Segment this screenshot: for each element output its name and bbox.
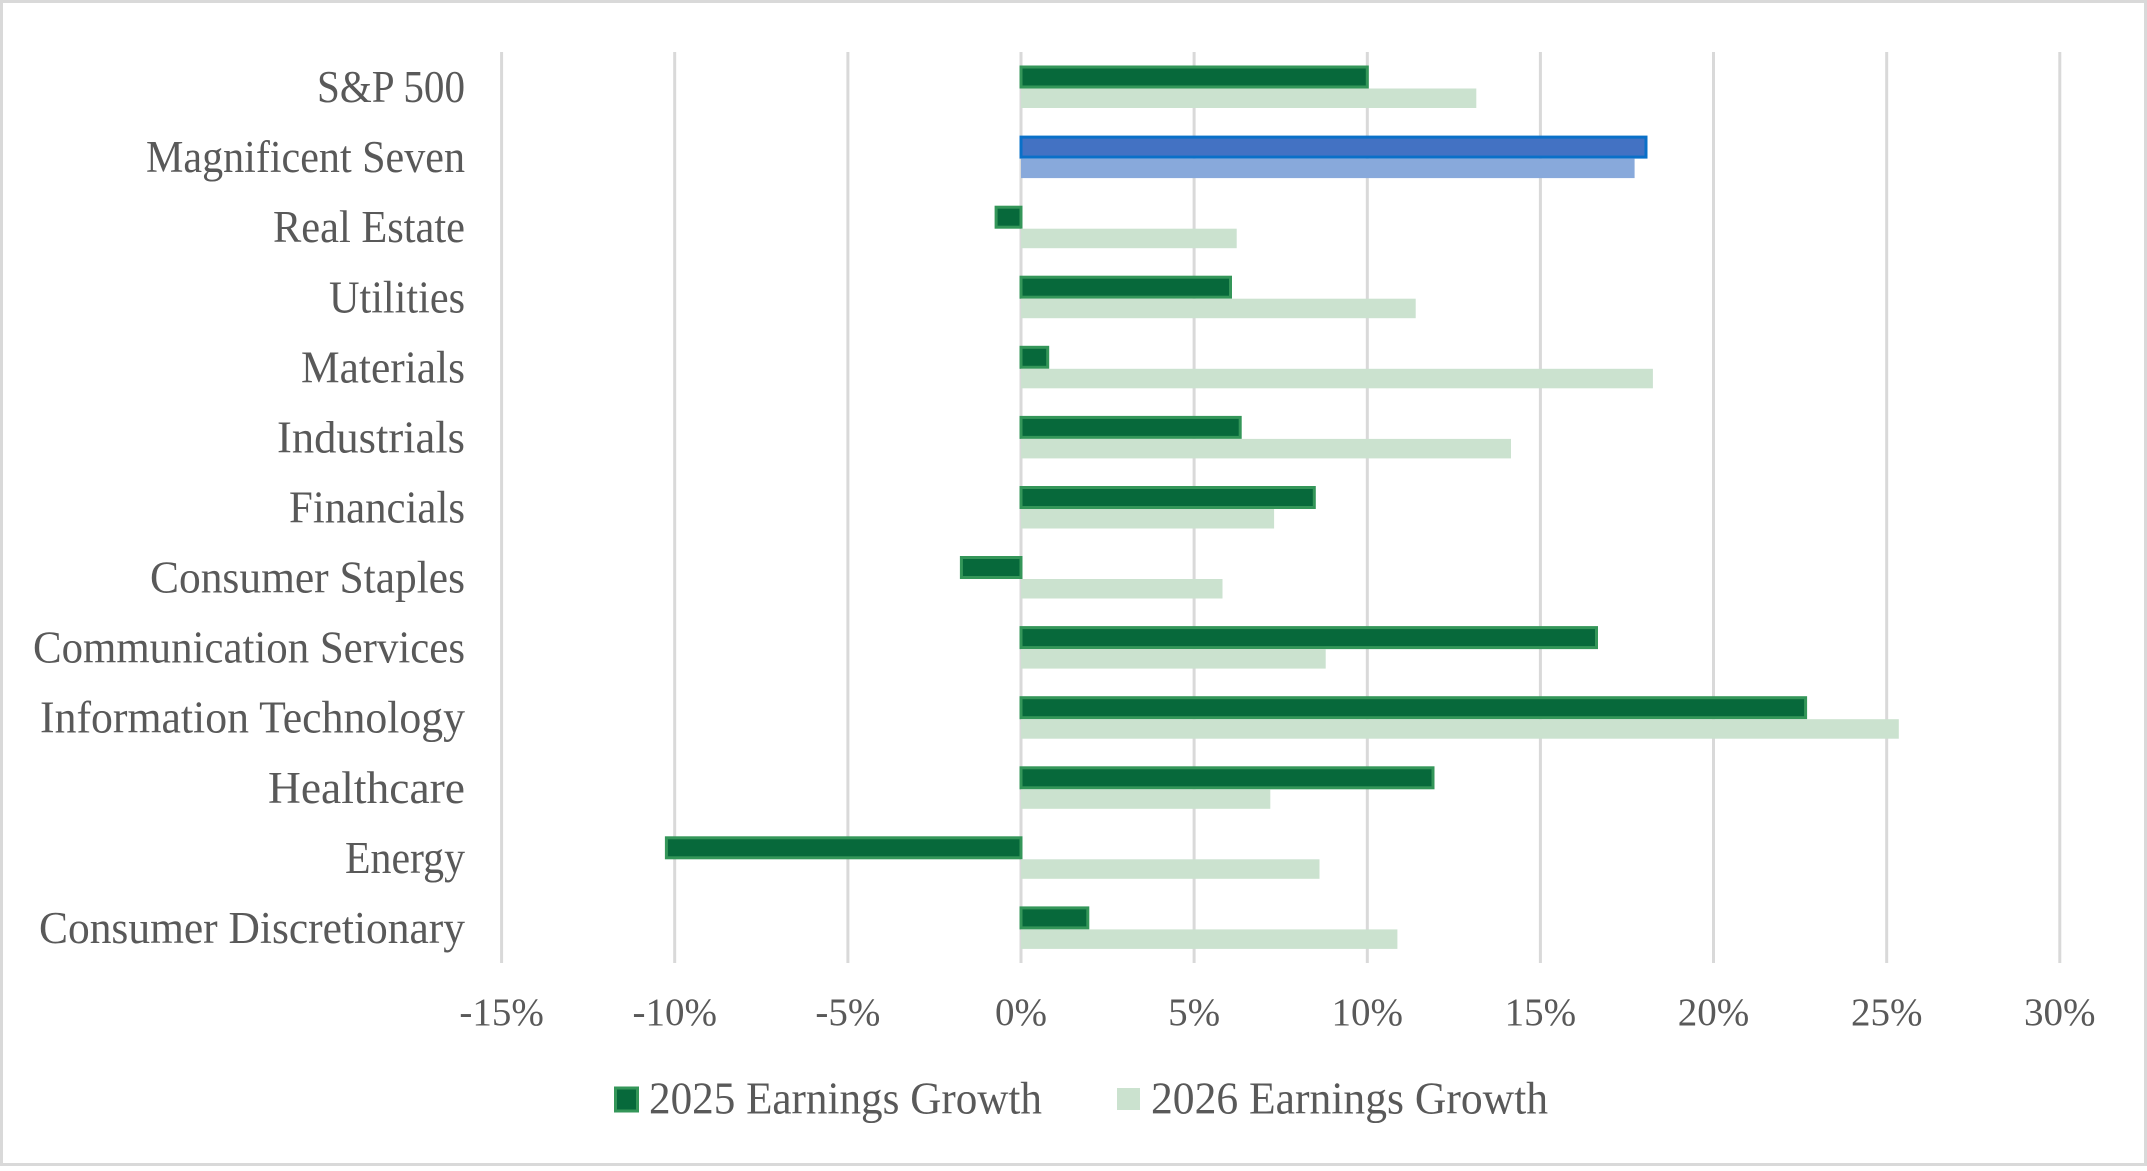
svg-text:10%: 10%	[1332, 991, 1404, 1034]
svg-text:Financials: Financials	[289, 483, 465, 533]
svg-text:2026 Earnings Growth: 2026 Earnings Growth	[1151, 1074, 1548, 1124]
svg-text:0%: 0%	[995, 991, 1047, 1034]
svg-text:Real Estate: Real Estate	[273, 202, 465, 252]
svg-text:Consumer Staples: Consumer Staples	[150, 553, 465, 603]
svg-text:25%: 25%	[1851, 991, 1923, 1034]
svg-text:5%: 5%	[1168, 991, 1220, 1034]
svg-text:2025 Earnings Growth: 2025 Earnings Growth	[649, 1074, 1042, 1124]
svg-text:Utilities: Utilities	[329, 272, 465, 322]
svg-text:15%: 15%	[1505, 991, 1577, 1034]
svg-text:Materials: Materials	[301, 342, 465, 392]
svg-text:-5%: -5%	[815, 991, 880, 1034]
svg-text:Industrials: Industrials	[277, 412, 465, 462]
svg-text:Healthcare: Healthcare	[268, 763, 465, 813]
svg-text:30%: 30%	[2024, 991, 2096, 1034]
svg-text:S&P 500: S&P 500	[317, 62, 465, 112]
svg-text:Magnificent Seven: Magnificent Seven	[146, 132, 465, 182]
svg-text:Information Technology: Information Technology	[40, 693, 465, 743]
svg-text:Communication Services: Communication Services	[33, 623, 465, 673]
svg-text:Energy: Energy	[345, 833, 465, 883]
svg-text:Consumer Discretionary: Consumer Discretionary	[39, 903, 465, 953]
svg-text:-10%: -10%	[632, 991, 716, 1034]
svg-text:-15%: -15%	[459, 991, 543, 1034]
svg-text:20%: 20%	[1678, 991, 1750, 1034]
